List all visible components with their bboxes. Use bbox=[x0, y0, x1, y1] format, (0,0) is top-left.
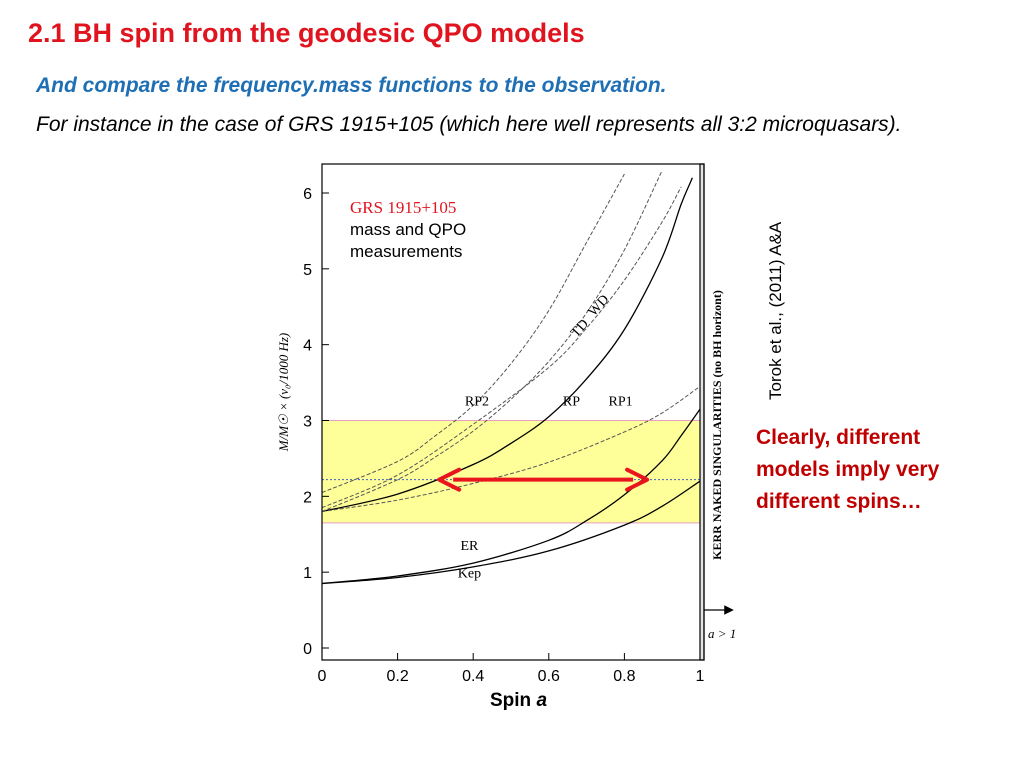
legend-line3: measurements bbox=[350, 242, 462, 261]
series-kep-line bbox=[322, 480, 701, 585]
x-tick-label: 0.8 bbox=[613, 668, 635, 685]
model-curves bbox=[322, 170, 701, 585]
legend-source: GRS 1915+105 bbox=[350, 198, 456, 217]
naked-region-label: KERR NAKED SINGULARITIES (no BH horizont… bbox=[710, 290, 724, 560]
naked-singularity-region: KERR NAKED SINGULARITIES (no BH horizont… bbox=[699, 163, 736, 661]
y-tick-label: 2 bbox=[303, 489, 312, 506]
series-rp-line bbox=[322, 177, 694, 513]
series-er-line bbox=[322, 408, 701, 585]
conclusion-text: Clearly, different models imply very dif… bbox=[756, 426, 940, 513]
slide-subtitle: And compare the frequency.mass functions… bbox=[36, 74, 667, 97]
curve-label-wd: WD bbox=[586, 292, 613, 319]
y-tick-label: 5 bbox=[303, 262, 312, 279]
curve-label-rp2: RP2 bbox=[465, 394, 489, 409]
curve-label-rp1: RP1 bbox=[609, 394, 633, 409]
spin-mass-chart: KERR NAKED SINGULARITIES (no BH horizont… bbox=[276, 163, 736, 685]
x-tick-label: 1 bbox=[696, 668, 705, 685]
y-tick-label: 1 bbox=[303, 565, 312, 582]
curve-label-rp: RP bbox=[563, 394, 580, 409]
curve-label-kep: Kep bbox=[458, 566, 481, 581]
y-tick-label: 3 bbox=[303, 414, 312, 431]
y-axis-label: M/M☉ × (ν₀/1000 Hz) bbox=[276, 333, 291, 452]
series-td-line bbox=[322, 170, 663, 512]
y-tick-label: 4 bbox=[303, 338, 312, 355]
naked-region-arrow-label: a > 1 bbox=[708, 626, 736, 641]
arrow-head-right bbox=[625, 467, 650, 492]
series-rp1-line bbox=[322, 385, 701, 512]
x-tick-label: 0 bbox=[318, 668, 327, 685]
x-tick-label: 0.4 bbox=[462, 668, 484, 685]
band-rect bbox=[321, 420, 701, 524]
x-tick-label: 0.6 bbox=[538, 668, 560, 685]
spin-range-arrow bbox=[437, 467, 650, 492]
x-tick-label: 0.2 bbox=[386, 668, 408, 685]
slide-intro: For instance in the case of GRS 1915+105… bbox=[36, 113, 902, 136]
y-tick-label: 0 bbox=[303, 641, 312, 658]
chart-legend: GRS 1915+105 mass and QPO measurements bbox=[350, 198, 466, 261]
citation: Torok et al., (2011) A&A bbox=[766, 221, 785, 400]
spin-word: Spin bbox=[490, 690, 532, 711]
chart-axes: 0 1 2 3 4 5 6 0 0.2 0.4 0.6 0.8 1 bbox=[303, 163, 705, 685]
spin-symbol: a bbox=[536, 690, 548, 711]
measurement-band bbox=[321, 420, 701, 524]
curve-label-td: TD bbox=[568, 317, 592, 341]
arrow-head-left bbox=[437, 467, 462, 492]
plot-frame bbox=[321, 163, 705, 661]
y-tick-label: 6 bbox=[303, 186, 312, 203]
legend-line2: mass and QPO bbox=[350, 220, 466, 239]
series-wd-line bbox=[322, 186, 682, 509]
curve-label-er: ER bbox=[460, 539, 479, 554]
slide-title: 2.1 BH spin from the geodesic QPO models bbox=[28, 18, 585, 48]
series-rp2-line bbox=[322, 173, 625, 493]
x-axis-label: Spin a bbox=[490, 690, 547, 712]
